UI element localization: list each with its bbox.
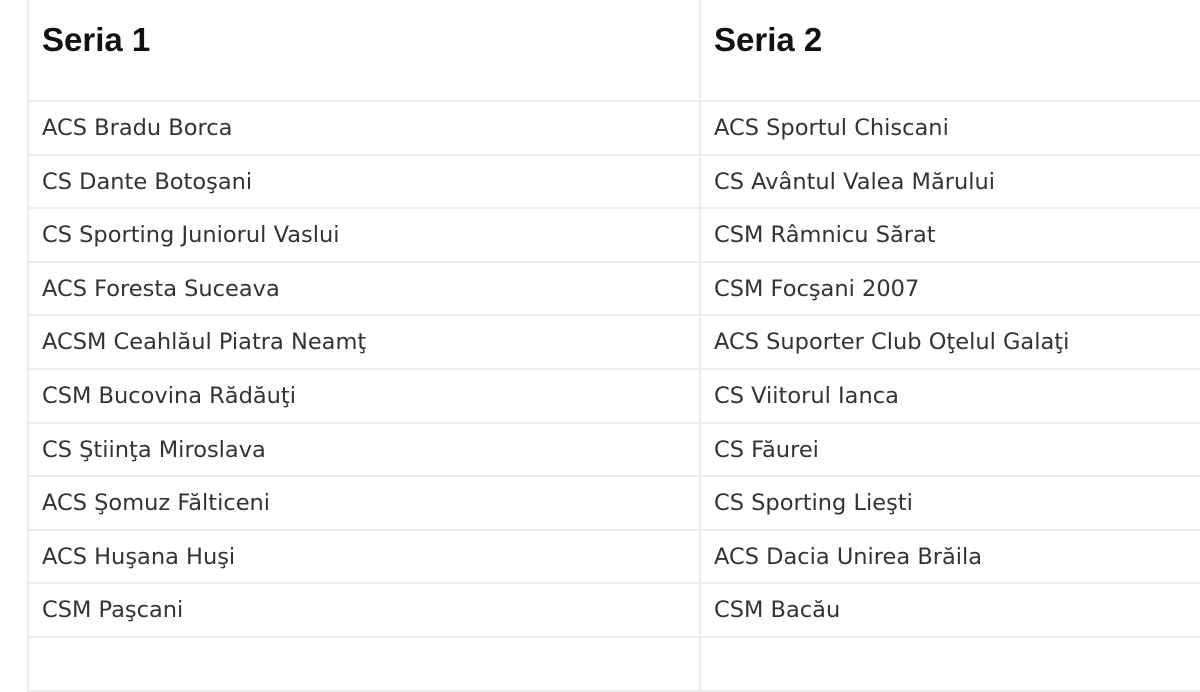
header-seria-2: Seria 2	[714, 21, 823, 58]
team-seria-1: CSM Bucovina Rădăuţi	[29, 369, 701, 422]
table-row: CS Ştiinţa Miroslava CS Făurei	[29, 423, 1200, 478]
team-seria-2: ACS Sportul Chiscani	[714, 115, 949, 141]
table-row	[29, 637, 1200, 692]
team-seria-1: CSM Paşcani	[29, 584, 701, 636]
header-seria-1: Seria 1	[29, 0, 701, 100]
team-seria-2: CS Viitorul Ianca	[714, 382, 899, 409]
table-row: ACS Huşana Huşi ACS Dacia Unirea Brăila	[29, 530, 1200, 585]
table-header-row: Seria 1 Seria 2	[29, 0, 1200, 102]
team-seria-1: CS Ştiinţa Miroslava	[29, 423, 701, 476]
team-seria-2: CS Sporting Lieşti	[714, 490, 913, 517]
team-seria-2: ACS Suporter Club Oţelul Galaţi	[714, 329, 1070, 356]
table-body: ACS Bradu Borca ACS Sportul Chiscani CS Da…	[29, 102, 1200, 692]
team-seria-1: ACS Bradu Borca	[29, 102, 701, 154]
team-seria-1: ACSM Ceahlăul Piatra Neamţ	[29, 316, 701, 368]
team-seria-2	[701, 638, 1200, 690]
team-seria-2: CSM Râmnicu Sărat	[714, 222, 936, 249]
table-row: ACSM Ceahlăul Piatra Neamţ ACS Suporter C…	[29, 316, 1200, 370]
series-table: Seria 1 Seria 2 ACS Bradu Borca ACS Sport…	[27, 0, 1200, 692]
table-row: CS Dante Botoşani CS Avântul Valea Mărulu…	[29, 155, 1200, 210]
table-row: CSM Bucovina Rădăuţi CS Viitorul Ianca	[29, 369, 1200, 424]
table-row: CSM Paşcani CSM Bacău	[29, 584, 1200, 638]
table-row: CS Sporting Juniorul Vaslui CSM Râmnicu S…	[29, 209, 1200, 263]
team-seria-2: CSM Focşani 2007	[714, 275, 920, 302]
team-seria-1: CS Dante Botoşani	[29, 155, 701, 208]
team-seria-1: CS Sporting Juniorul Vaslui	[29, 209, 701, 261]
team-seria-2: CSM Bacău	[714, 597, 841, 624]
table-row: ACS Şomuz Fălticeni CS Sporting Lieşti	[29, 477, 1200, 531]
team-seria-2: CS Avântul Valea Mărului	[714, 168, 996, 195]
team-seria-1: ACS Huşana Huşi	[29, 530, 701, 583]
table-row: ACS Foresta Suceava CSM Focşani 2007	[29, 262, 1200, 317]
team-seria-1: ACS Şomuz Fălticeni	[29, 477, 701, 529]
team-seria-2: ACS Dacia Unirea Brăila	[714, 543, 983, 570]
team-seria-2: CS Făurei	[714, 436, 819, 463]
team-seria-1	[29, 637, 701, 690]
table-row: ACS Bradu Borca ACS Sportul Chiscani	[29, 102, 1200, 156]
team-seria-1: ACS Foresta Suceava	[29, 262, 701, 315]
